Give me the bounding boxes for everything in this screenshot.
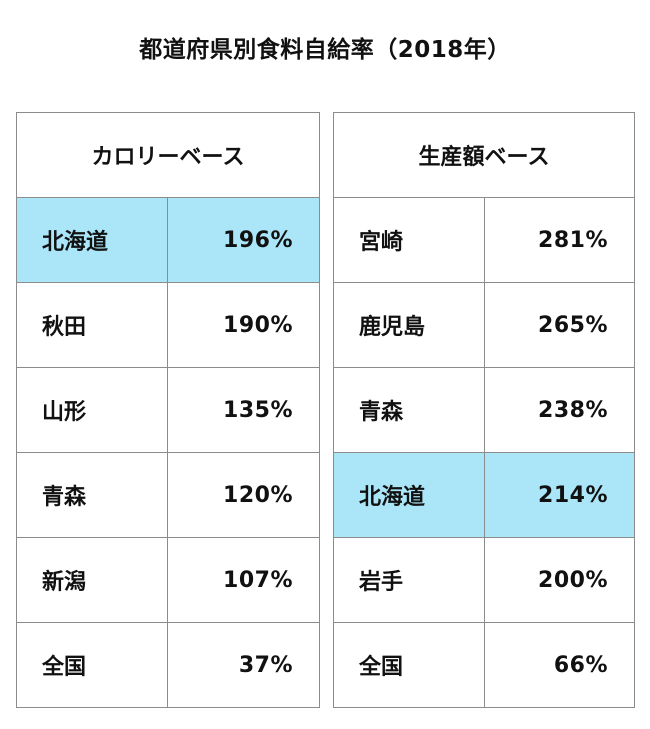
calorie-base-table: カロリーベース 北海道 196% 秋田 190% 山形 135% 青森 120%… xyxy=(16,112,320,708)
self-sufficiency-rate: 107% xyxy=(167,537,320,623)
table-row: 北海道 196% xyxy=(16,197,320,283)
self-sufficiency-rate: 120% xyxy=(167,452,320,538)
prefecture-name: 新潟 xyxy=(16,537,168,623)
self-sufficiency-rate: 66% xyxy=(484,622,635,708)
table-row: 新潟 107% xyxy=(16,537,320,623)
prefecture-name: 青森 xyxy=(333,367,485,453)
table-row: 山形 135% xyxy=(16,367,320,453)
production-value-base-header: 生産額ベース xyxy=(333,112,635,198)
table-row: 秋田 190% xyxy=(16,282,320,368)
prefecture-name: 全国 xyxy=(16,622,168,708)
self-sufficiency-rate: 214% xyxy=(484,452,635,538)
prefecture-name: 鹿児島 xyxy=(333,282,485,368)
prefecture-name: 秋田 xyxy=(16,282,168,368)
self-sufficiency-rate: 37% xyxy=(167,622,320,708)
table-row: 宮崎 281% xyxy=(333,197,635,283)
table-row: 岩手 200% xyxy=(333,537,635,623)
table-row: 青森 238% xyxy=(333,367,635,453)
self-sufficiency-rate: 265% xyxy=(484,282,635,368)
self-sufficiency-rate: 190% xyxy=(167,282,320,368)
page-title: 都道府県別食料自給率（2018年） xyxy=(139,37,511,63)
table-row: 全国 66% xyxy=(333,622,635,708)
table-row: 鹿児島 265% xyxy=(333,282,635,368)
prefecture-name: 北海道 xyxy=(16,197,168,283)
self-sufficiency-rate: 196% xyxy=(167,197,320,283)
production-value-base-table: 生産額ベース 宮崎 281% 鹿児島 265% 青森 238% 北海道 214%… xyxy=(333,112,635,708)
table-row: 北海道 214% xyxy=(333,452,635,538)
prefecture-name: 北海道 xyxy=(333,452,485,538)
prefecture-name: 全国 xyxy=(333,622,485,708)
prefecture-name: 山形 xyxy=(16,367,168,453)
self-sufficiency-rate: 281% xyxy=(484,197,635,283)
prefecture-name: 宮崎 xyxy=(333,197,485,283)
self-sufficiency-rate: 238% xyxy=(484,367,635,453)
prefecture-name: 岩手 xyxy=(333,537,485,623)
table-row: 全国 37% xyxy=(16,622,320,708)
self-sufficiency-rate: 200% xyxy=(484,537,635,623)
table-row: 青森 120% xyxy=(16,452,320,538)
self-sufficiency-rate: 135% xyxy=(167,367,320,453)
prefecture-name: 青森 xyxy=(16,452,168,538)
calorie-base-header: カロリーベース xyxy=(16,112,320,198)
